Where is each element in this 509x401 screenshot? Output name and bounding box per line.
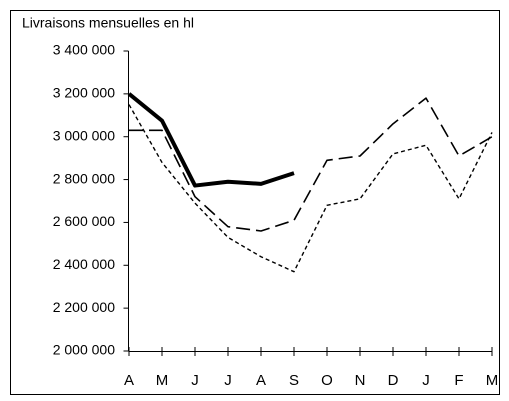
y-tick-label: 3 000 000: [53, 127, 115, 143]
y-tick-label: 3 400 000: [53, 42, 115, 58]
x-tick-label: J: [224, 372, 232, 389]
x-tick-label: D: [388, 372, 399, 389]
x-tick-label: A: [124, 372, 134, 389]
x-tick-label: J: [422, 372, 430, 389]
chart-title: Livraisons mensuelles en hl: [22, 15, 194, 31]
y-tick-label: 2 200 000: [53, 299, 115, 315]
x-tick-label: F: [454, 372, 463, 389]
x-tick-label: M: [486, 372, 499, 389]
y-tick-label: 2 800 000: [53, 170, 115, 186]
y-tick-label: 3 200 000: [53, 85, 115, 101]
x-tick-label: J: [191, 372, 199, 389]
line-series: [127, 92, 295, 188]
y-tick-label: 2 600 000: [53, 213, 115, 229]
y-tick-label: 2 400 000: [53, 256, 115, 272]
y-tick-label: 2 000 000: [53, 342, 115, 358]
x-tick-label: S: [289, 372, 299, 389]
x-tick-label: A: [256, 372, 266, 389]
x-tick-label: N: [355, 372, 366, 389]
line-series: [129, 97, 493, 232]
x-tick-label: M: [156, 372, 169, 389]
x-tick-label: O: [321, 372, 333, 389]
line-series: [128, 104, 493, 273]
chart-border: [10, 10, 500, 395]
